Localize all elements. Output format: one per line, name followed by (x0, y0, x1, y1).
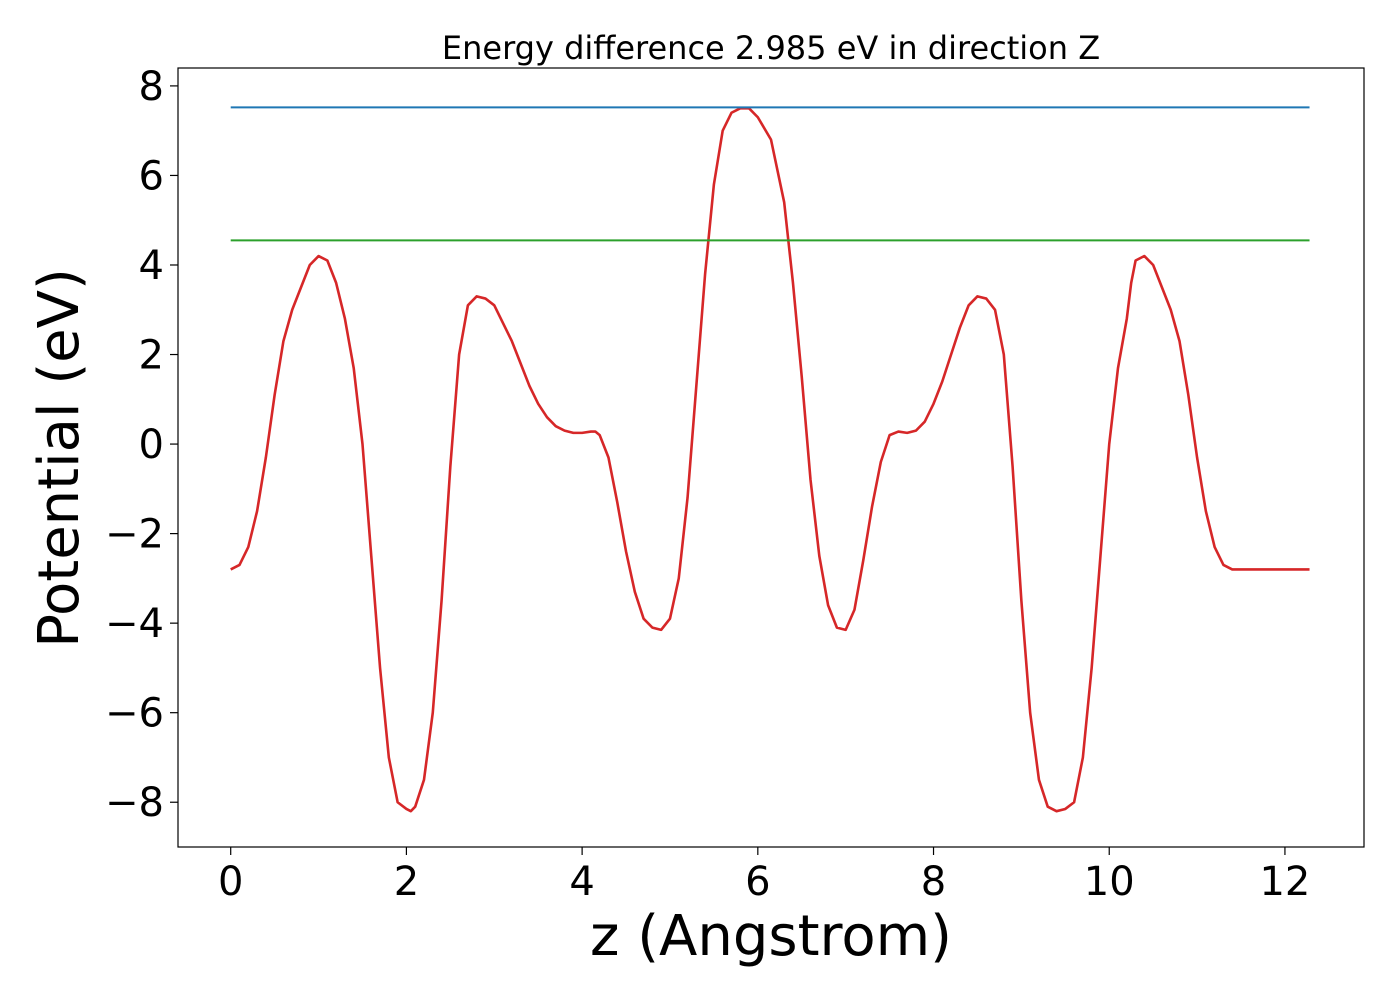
y-axis-label: Potential (eV) (27, 268, 92, 648)
y-tick-label: −2 (105, 512, 164, 558)
series-layer (230, 106, 1310, 813)
x-tick-label: 8 (921, 859, 946, 905)
y-tick-label: 6 (139, 153, 164, 199)
x-axis-ticks: 0 2 4 6 8 10 12 (218, 847, 1310, 905)
x-tick-label: 2 (394, 859, 419, 905)
y-tick-label: 2 (139, 333, 164, 379)
y-tick-label: −8 (105, 780, 164, 826)
y-tick-label: −6 (105, 691, 164, 737)
y-tick-label: −4 (105, 601, 164, 647)
y-tick-label: 0 (139, 422, 164, 468)
y-tick-label: 8 (139, 64, 164, 110)
series-line-0 (230, 106, 1310, 813)
y-axis-ticks: −8 −6 −4 −2 0 2 4 6 8 (105, 64, 178, 826)
x-tick-label: 10 (1084, 859, 1135, 905)
x-axis-label: z (Angstrom) (590, 904, 952, 969)
plot-frame (177, 67, 1365, 848)
x-tick-label: 4 (569, 859, 594, 905)
chart-title: Energy difference 2.985 eV in direction … (442, 29, 1100, 67)
x-tick-label: 6 (745, 859, 770, 905)
x-tick-label: 0 (218, 859, 243, 905)
x-tick-label: 12 (1259, 859, 1310, 905)
y-tick-label: 4 (139, 243, 164, 289)
